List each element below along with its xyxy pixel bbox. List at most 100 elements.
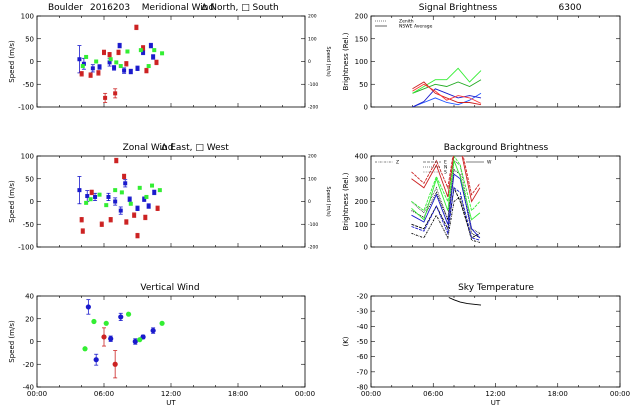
meridional-point (134, 25, 139, 30)
skytemp-xtick-label: 00:00 (610, 390, 630, 398)
station-name: Boulder (48, 3, 83, 13)
skytemp-chart: Sky Temperature 00:00 06:00 12:00 18:00 00:00… (342, 283, 630, 407)
signal-ytick-label: 0 (364, 104, 368, 112)
meridional-point (138, 48, 143, 53)
background-ytick-label: 100 (355, 221, 368, 229)
zonal-point (137, 185, 142, 190)
signal-ytick-label: 100 (355, 58, 368, 66)
zonal-point (128, 201, 133, 206)
zonal-point (135, 206, 140, 211)
meridional-ytick-label: 0 (30, 58, 34, 66)
vertical-point (108, 336, 114, 342)
meridional-point (141, 50, 146, 55)
zonal-y2tick-label: 200 (308, 154, 317, 160)
signal-series-line (412, 88, 482, 107)
zonal-point (135, 233, 140, 238)
meridional-point (146, 64, 151, 69)
meridional-ytick-label: -50 (23, 81, 34, 89)
zonal-title: Zonal Wind (123, 143, 174, 153)
zonal-ylabel: Speed (m/s) (8, 180, 16, 223)
meridional-point (116, 50, 121, 55)
skytemp-ytick-label: -60 (357, 353, 368, 361)
zonal-ytick-label: -50 (23, 221, 34, 229)
zonal-point (132, 213, 137, 218)
vertical-point (137, 337, 143, 343)
vertical-xtick-label: 18:00 (228, 390, 248, 398)
signal-series-line (412, 79, 482, 94)
vertical-title: Vertical Wind (140, 283, 199, 293)
date-code: 2016203 (90, 3, 130, 13)
background-legend-label: Z (396, 160, 399, 166)
zonal-point (155, 206, 160, 211)
meridional-title-annotation: Δ North, □ South (201, 3, 278, 13)
signal-series-line (412, 92, 482, 107)
vertical-chart: Vertical Wind 00:00 06:00 12:00 18:00 00:00 UT… (8, 283, 315, 407)
zonal-point (146, 204, 151, 209)
meridional-data (77, 24, 165, 103)
zonal-point (104, 203, 109, 208)
background-legend-label: E (444, 160, 447, 166)
skytemp-ytick-label: -80 (357, 384, 368, 392)
background-series-line (411, 156, 481, 196)
vertical-xtick-label: 12:00 (161, 390, 181, 398)
background-data (411, 156, 481, 243)
vertical-plot-frame (36, 295, 306, 388)
signal-title: Signal Brightness (419, 3, 498, 13)
meridional-point (128, 69, 133, 74)
meridional-point (79, 71, 84, 76)
background-series-line (411, 196, 481, 243)
vertical-point (103, 320, 109, 326)
meridional-y2tick-label: -100 (308, 82, 318, 88)
skytemp-xlabel: UT (491, 399, 501, 407)
vertical-xtick-label: 00:00 (295, 390, 315, 398)
meridional-point (113, 91, 118, 96)
zonal-point (143, 215, 148, 220)
signal-chart: Signal Brightness 6300 200 150 100 50 0 Brightn… (342, 3, 621, 112)
vertical-ytick-label: -20 (23, 361, 34, 369)
meridional-ylabel: Speed (m/s) (8, 40, 16, 83)
meridional-y2tick-label: 100 (308, 36, 317, 42)
zonal-point (113, 199, 118, 204)
signal-ytick-label: 50 (359, 81, 368, 89)
zonal-point (113, 188, 118, 193)
meridional-point (148, 43, 153, 48)
vertical-point (82, 346, 88, 352)
vertical-point (93, 357, 99, 363)
skytemp-xtick-label: 18:00 (548, 390, 568, 398)
signal-legend-label: Zenith (399, 19, 414, 25)
zonal-point (106, 194, 111, 199)
vertical-point (85, 304, 91, 310)
skytemp-xtick-label: 00:00 (361, 390, 381, 398)
vertical-ytick-label: 0 (30, 338, 34, 346)
zonal-point (97, 192, 102, 197)
background-plot-frame (370, 155, 621, 248)
meridional-ytick-label: -100 (18, 104, 34, 112)
zonal-point (144, 194, 149, 199)
vertical-point (159, 320, 165, 326)
vertical-xtick-label: 06:00 (94, 390, 114, 398)
meridional-y2tick-label: 0 (308, 59, 311, 65)
zonal-point (124, 219, 129, 224)
skytemp-series-line (448, 297, 482, 306)
zonal-y2tick-label: -200 (308, 245, 318, 251)
zonal-point (119, 190, 124, 195)
meridional-point (124, 61, 129, 66)
background-series-line (411, 160, 481, 221)
meridional-y2tick-label: -200 (308, 105, 318, 111)
meridional-point (84, 54, 89, 59)
meridional-point (125, 49, 130, 54)
meridional-point (135, 66, 140, 71)
zonal-point (118, 208, 123, 213)
meridional-point (81, 61, 86, 66)
zonal-ytick-label: 0 (30, 198, 34, 206)
signal-title-annotation: 6300 (559, 3, 582, 13)
zonal-point (142, 197, 147, 202)
meridional-point (144, 68, 149, 73)
vertical-data (82, 299, 165, 379)
meridional-point (122, 68, 127, 73)
background-series-line (411, 156, 481, 203)
meridional-point (102, 50, 106, 55)
skytemp-title: Sky Temperature (458, 283, 534, 293)
zonal-point (93, 194, 98, 199)
